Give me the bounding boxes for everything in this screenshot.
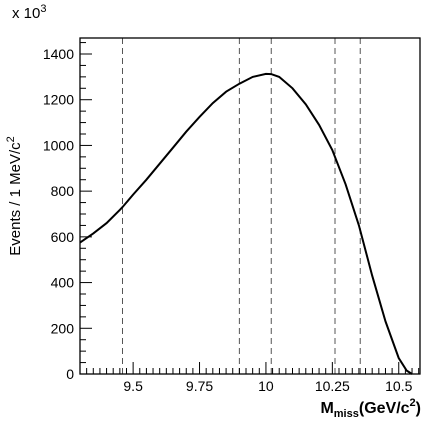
y-multiplier-base: x 10 bbox=[12, 5, 40, 22]
x-tick-label: 10.5 bbox=[385, 378, 412, 394]
y-tick-label: 1000 bbox=[43, 137, 74, 153]
y-tick-label: 1400 bbox=[43, 46, 74, 62]
y-multiplier: x 103 bbox=[12, 3, 46, 22]
vertical-dashed-lines bbox=[122, 38, 361, 374]
x-tick-label: 10.25 bbox=[315, 378, 350, 394]
x-tick-label: 9.5 bbox=[123, 378, 143, 394]
y-multiplier-exponent: 3 bbox=[40, 3, 46, 15]
y-tick-label: 800 bbox=[51, 183, 75, 199]
x-axis-ticks: 9.5 9.75 10 10.25 10.5 bbox=[79, 362, 420, 394]
y-axis-ticks: 0 200 400 600 800 1000 1200 1400 bbox=[43, 42, 92, 382]
y-axis-title-main: Events / 1 MeV/c bbox=[7, 142, 24, 256]
y-tick-label: 400 bbox=[51, 275, 75, 291]
x-axis-title-sub: miss bbox=[334, 408, 359, 420]
x-axis-title-sup: 2 bbox=[410, 397, 416, 409]
y-axis-title: Events / 1 MeV/c2 bbox=[5, 136, 24, 256]
y-tick-label: 0 bbox=[66, 366, 74, 382]
x-axis-title-close: ) bbox=[416, 400, 421, 417]
x-axis-title-unit: (GeV/c bbox=[359, 400, 410, 417]
y-tick-label: 200 bbox=[51, 320, 75, 336]
x-axis-title: Mmiss(GeV/c2) bbox=[320, 397, 421, 420]
y-axis-title-sup: 2 bbox=[5, 136, 17, 142]
y-tick-label: 1200 bbox=[43, 92, 74, 108]
x-tick-label: 10 bbox=[258, 378, 274, 394]
distribution-curve bbox=[79, 72, 413, 375]
x-axis-title-main: M bbox=[320, 400, 333, 417]
y-tick-label: 600 bbox=[51, 229, 75, 245]
x-tick-label: 9.75 bbox=[186, 378, 213, 394]
plot-frame bbox=[79, 37, 421, 375]
